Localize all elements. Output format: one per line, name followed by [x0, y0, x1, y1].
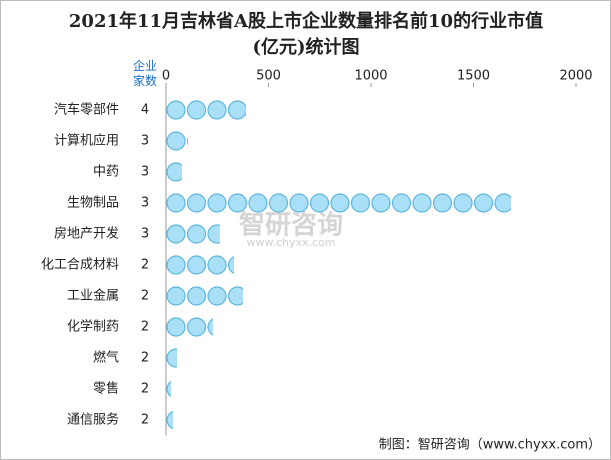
bar	[166, 100, 246, 120]
bar	[166, 162, 182, 182]
count-label: 2	[141, 382, 149, 397]
count-label: 4	[141, 103, 149, 118]
x-tick-label: 0	[162, 69, 170, 84]
count-header: 企业家数	[132, 59, 157, 88]
count-label: 2	[141, 289, 149, 304]
bar	[166, 348, 178, 368]
category-label: 计算机应用	[54, 133, 119, 149]
count-label: 3	[141, 134, 149, 149]
bar	[166, 255, 235, 275]
bar	[166, 379, 171, 399]
bar	[166, 317, 213, 337]
count-label: 3	[141, 227, 149, 242]
x-tick-label: 1500	[457, 69, 490, 84]
count-label: 2	[141, 413, 149, 428]
x-tick-label: 500	[256, 69, 281, 84]
category-label: 工业金属	[67, 288, 119, 304]
source: 制图：智研咨询（www.chyxx.com）	[379, 438, 601, 453]
count-label: 3	[141, 165, 149, 180]
category-label: 零售	[93, 381, 119, 397]
category-label: 通信服务	[67, 412, 119, 428]
bar	[166, 224, 220, 244]
x-tick-label: 1000	[354, 69, 387, 84]
category-label: 中药	[93, 165, 119, 180]
count-label: 2	[141, 258, 149, 273]
count-label: 2	[141, 351, 149, 366]
x-tick-label: 2000	[559, 69, 592, 84]
category-label: 汽车零部件	[54, 102, 119, 118]
bar	[166, 131, 188, 151]
chart-title: 2021年11月吉林省A股上市企业数量排名前10的行业市值(亿元)统计图	[68, 11, 544, 58]
count-label: 3	[141, 196, 149, 211]
category-label: 燃气	[93, 350, 119, 366]
category-label: 化学制药	[67, 319, 119, 335]
watermark-url: www.chyxx.com	[246, 236, 335, 249]
count-label: 2	[141, 320, 149, 335]
bar	[166, 193, 512, 213]
category-label: 房地产开发	[54, 226, 119, 242]
bar	[166, 286, 244, 306]
bar	[166, 410, 173, 430]
category-label: 化工合成材料	[41, 258, 119, 273]
category-label: 生物制品	[67, 196, 119, 211]
watermark: 智研咨询	[239, 210, 343, 241]
